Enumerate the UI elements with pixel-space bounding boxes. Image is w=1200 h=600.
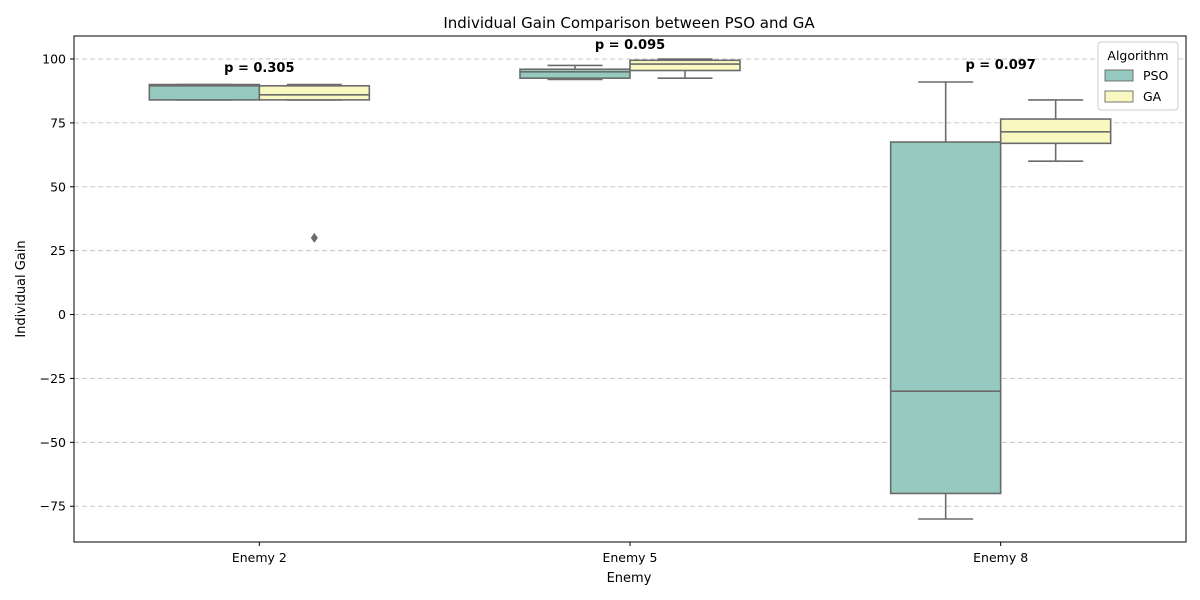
chart-title: Individual Gain Comparison between PSO a… xyxy=(443,14,815,32)
p-value-label: p = 0.095 xyxy=(595,38,665,53)
outlier-point xyxy=(310,232,318,243)
y-tick-label: 75 xyxy=(50,115,66,130)
p-value-label: p = 0.305 xyxy=(224,61,294,76)
legend: Algorithm PSO GA xyxy=(1097,41,1179,111)
x-tick-label: Enemy 2 xyxy=(232,550,287,565)
box-pso-2 xyxy=(889,81,1002,520)
x-axis-label: Enemy xyxy=(607,571,652,586)
x-tick-label: Enemy 8 xyxy=(973,550,1028,565)
box-iqr xyxy=(889,141,1002,495)
box-pso-0 xyxy=(148,83,261,101)
x-axis-ticks: Enemy 2 Enemy 5 Enemy 8 xyxy=(232,542,1028,565)
y-axis-ticks: −75 −50 −25 0 25 50 75 100 xyxy=(40,52,74,514)
y-axis-label: Individual Gain xyxy=(14,240,29,337)
y-tick-label: −25 xyxy=(40,371,66,386)
y-tick-label: −75 xyxy=(40,499,66,514)
box-series xyxy=(148,58,1112,520)
y-tick-label: 0 xyxy=(58,307,66,322)
legend-title: Algorithm xyxy=(1107,48,1168,63)
grid-lines xyxy=(74,58,1186,507)
legend-swatch-pso xyxy=(1104,69,1134,82)
legend-label-pso: PSO xyxy=(1143,68,1168,83)
y-tick-label: −50 xyxy=(40,435,66,450)
box-ga-1 xyxy=(629,58,741,79)
box-iqr xyxy=(258,85,371,101)
plot-frame xyxy=(73,35,1187,543)
box-ga-0 xyxy=(258,83,371,243)
box-iqr xyxy=(629,59,741,72)
box-iqr xyxy=(148,83,261,101)
y-tick-label: 100 xyxy=(42,52,66,67)
legend-swatch-ga xyxy=(1104,90,1134,103)
legend-label-ga: GA xyxy=(1143,89,1162,104)
box-ga-2 xyxy=(999,99,1112,163)
y-tick-label: 25 xyxy=(50,243,66,258)
x-tick-label: Enemy 5 xyxy=(602,550,657,565)
p-value-label: p = 0.097 xyxy=(965,58,1035,73)
p-value-annotations: p = 0.305 p = 0.095 p = 0.097 xyxy=(224,38,1036,76)
box-pso-1 xyxy=(519,64,631,81)
y-tick-label: 50 xyxy=(50,179,66,194)
box-iqr xyxy=(519,68,631,79)
